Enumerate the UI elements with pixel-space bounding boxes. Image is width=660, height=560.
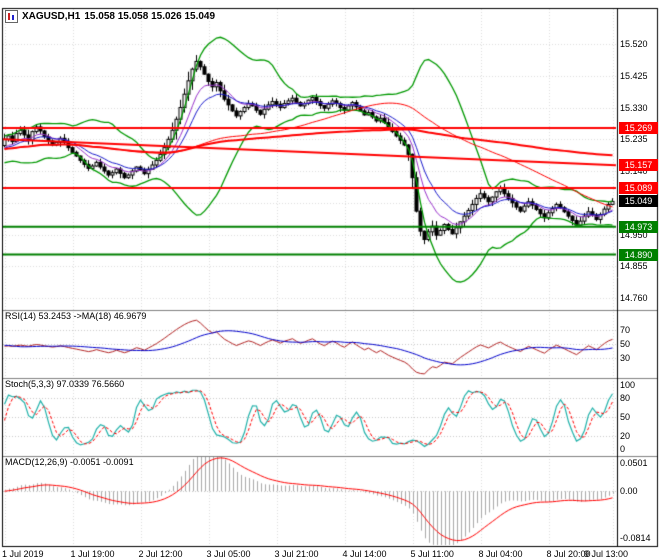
chart-canvas[interactable] xyxy=(0,0,660,560)
trading-chart-window: XAGUSD,H1 15.058 15.058 15.026 15.049 RS… xyxy=(0,0,660,560)
